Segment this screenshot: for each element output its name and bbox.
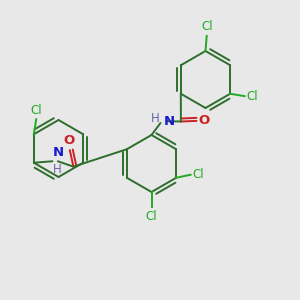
Text: Cl: Cl — [193, 168, 204, 181]
Text: N: N — [53, 146, 64, 159]
Text: H: H — [151, 112, 160, 125]
Text: H: H — [53, 163, 62, 176]
Text: N: N — [164, 115, 175, 128]
Text: Cl: Cl — [146, 210, 157, 223]
Text: Cl: Cl — [201, 20, 212, 33]
Text: O: O — [198, 114, 209, 128]
Text: Cl: Cl — [30, 104, 42, 117]
Text: O: O — [64, 134, 75, 147]
Text: Cl: Cl — [247, 90, 258, 103]
